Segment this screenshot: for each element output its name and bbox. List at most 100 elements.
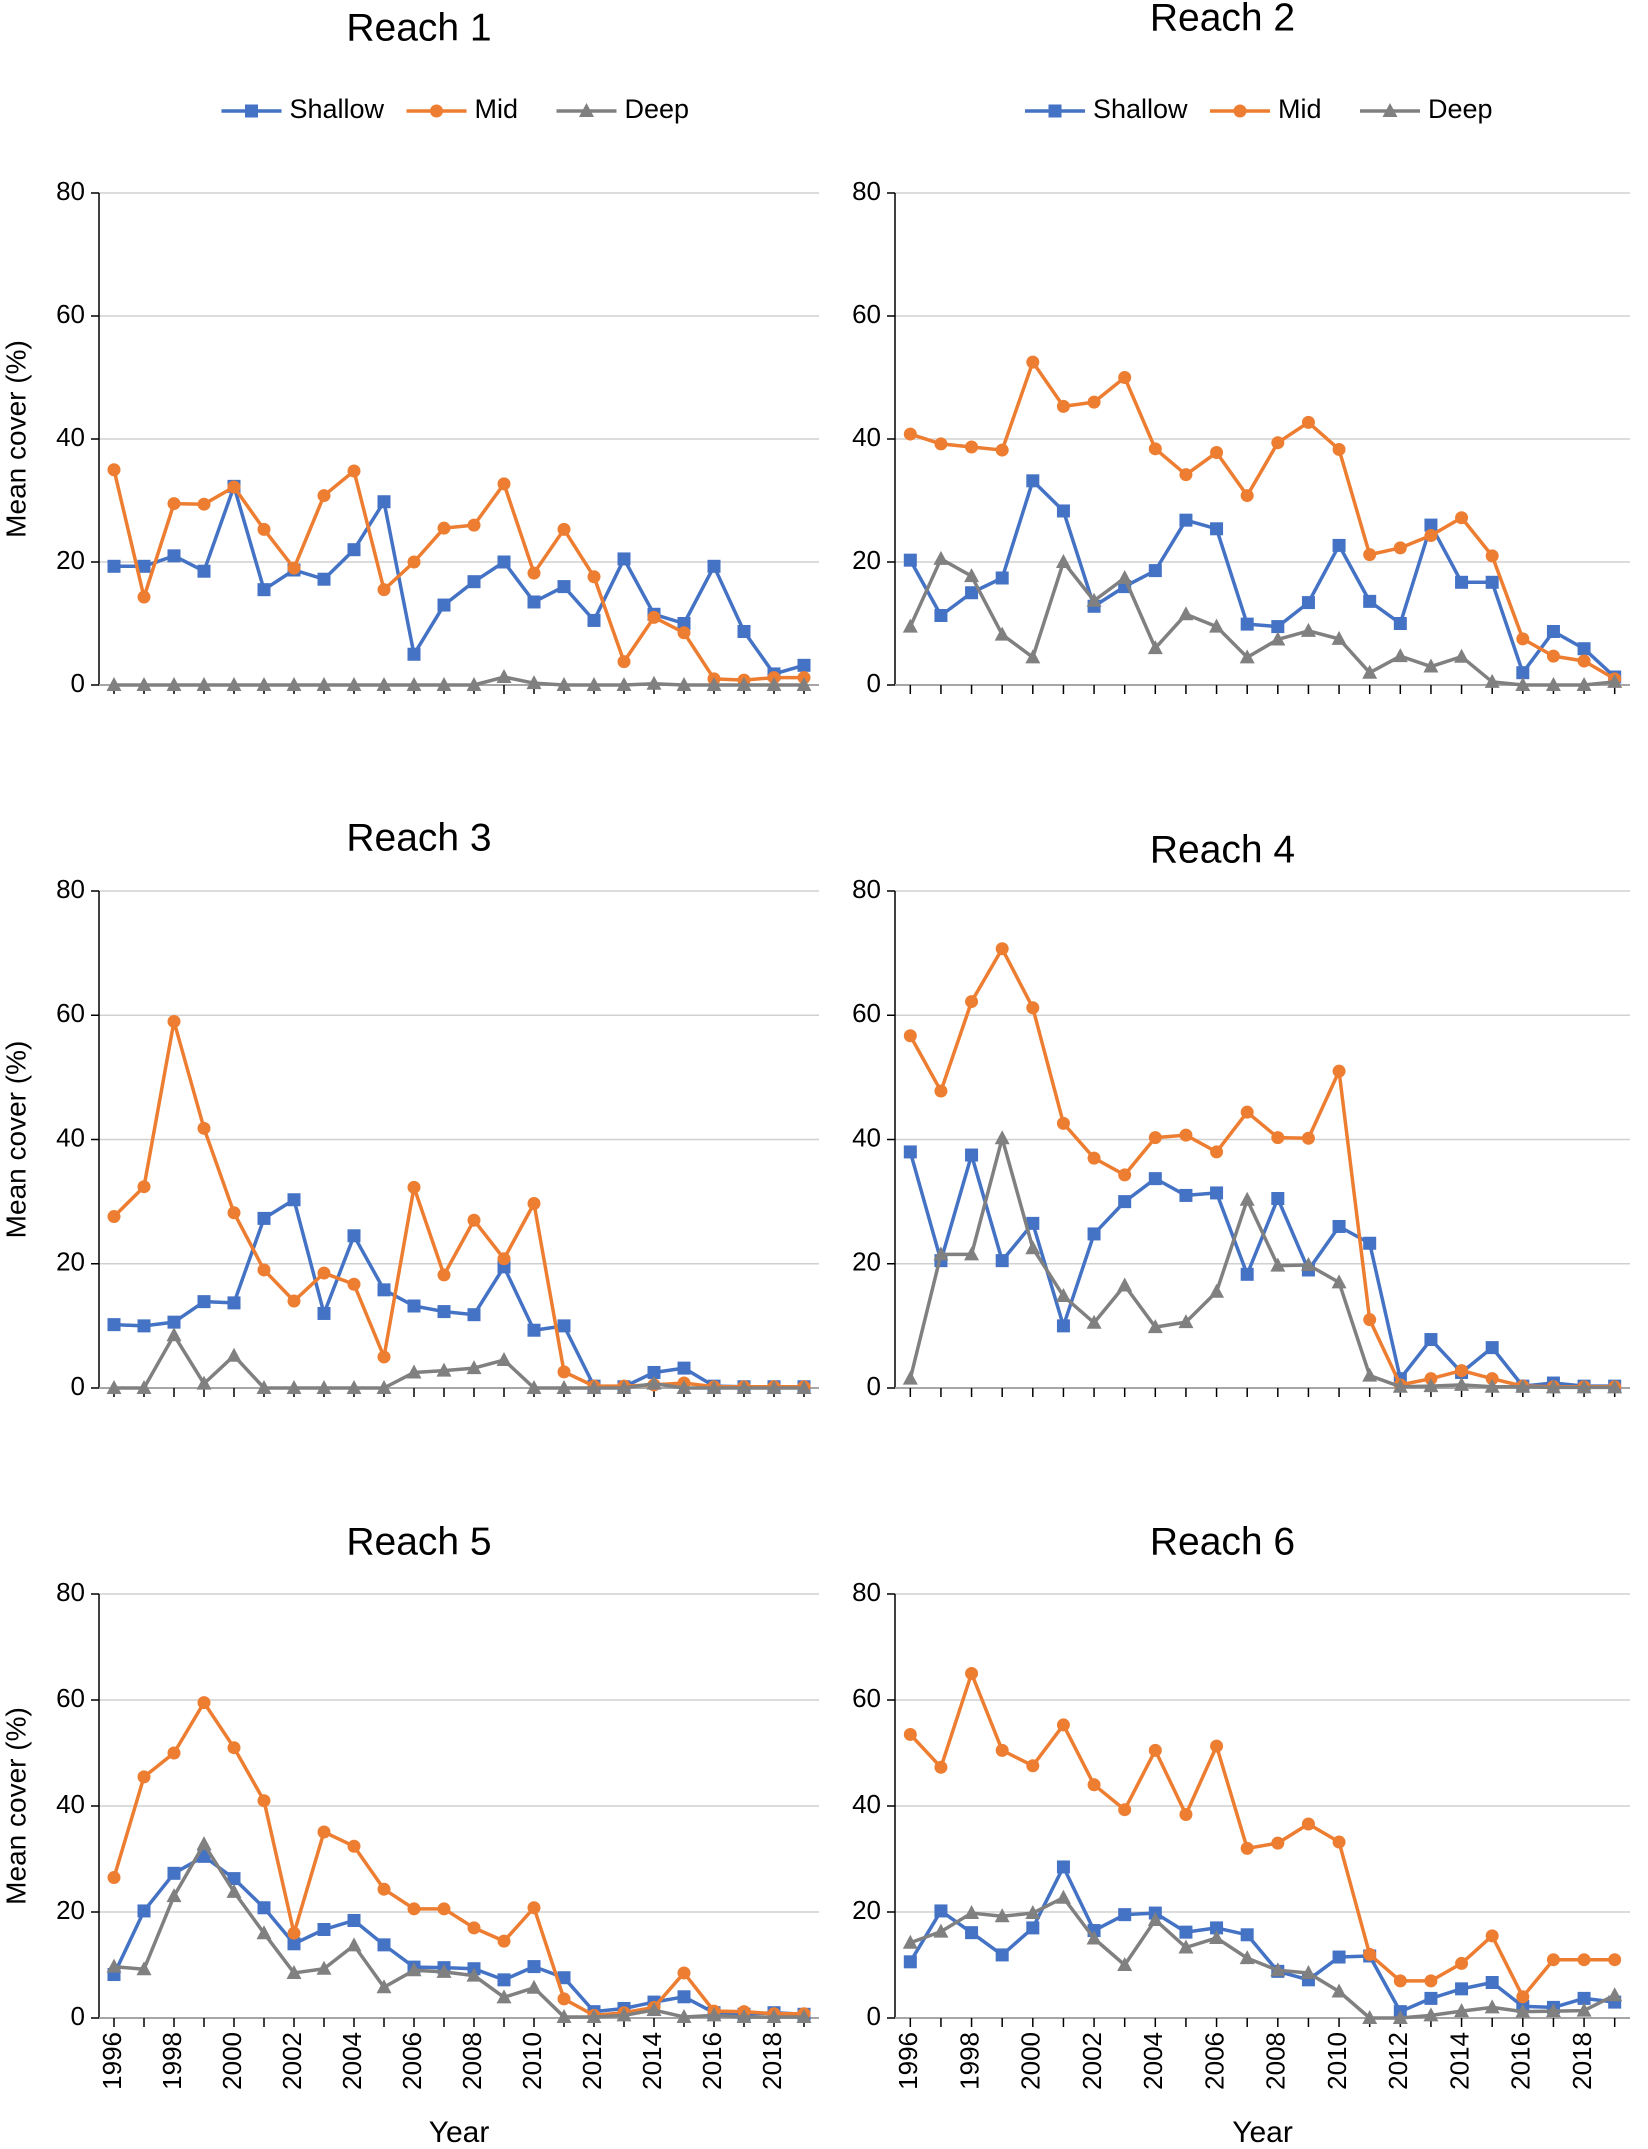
marker [136,1961,152,1976]
marker [1087,395,1101,409]
x-tick-label: 2012 [1383,2032,1413,2090]
chart-title: Reach 6 [1150,1520,1295,1563]
marker [437,1268,451,1282]
marker [934,1904,948,1918]
marker [1515,1378,1531,1393]
marker [1455,575,1469,589]
y-axis-label: Mean cover (%) [0,1041,31,1239]
y-tick-label: 80 [852,874,881,904]
marker [1026,1001,1040,1015]
marker [467,1213,481,1227]
marker [933,1246,949,1261]
marker [903,1727,917,1741]
y-tick-label: 80 [852,1577,881,1607]
marker [1025,1905,1041,1920]
marker [436,1963,452,1978]
y-tick-label: 40 [852,422,881,452]
marker [1424,529,1438,543]
legend-label: Shallow [290,94,385,124]
marker [197,1121,211,1135]
marker [377,1283,391,1297]
marker [1423,1378,1439,1393]
marker [287,561,301,575]
marker [1577,642,1591,656]
y-tick-label: 20 [852,545,881,575]
y-tick-label: 40 [56,1789,85,1819]
marker [1087,1227,1101,1241]
marker [1056,1116,1070,1130]
marker [646,675,662,690]
marker [1117,569,1133,584]
marker [707,559,721,573]
marker [197,564,211,578]
marker [1301,415,1315,429]
marker [1485,549,1499,563]
marker [406,677,422,691]
marker [227,480,241,494]
marker [1239,1950,1255,1965]
marker [1056,399,1070,413]
y-tick-label: 0 [71,1371,85,1401]
y-tick-label: 0 [867,2001,881,2031]
marker [1026,1921,1040,1935]
marker [467,1921,481,1935]
y-tick-label: 0 [867,1371,881,1401]
marker [1607,673,1623,688]
marker [377,495,391,509]
marker [965,586,979,600]
marker [1392,2010,1408,2024]
marker [226,1883,242,1898]
marker [1209,1929,1225,1944]
y-tick-label: 40 [852,1122,881,1152]
marker [1239,649,1255,664]
marker [376,677,392,691]
marker [137,1904,151,1918]
marker [1233,104,1247,118]
marker [677,617,691,630]
marker [1455,1956,1469,1970]
marker [1576,1379,1592,1394]
marker [586,2008,602,2023]
marker [1179,513,1193,527]
series-line [112,1019,804,1389]
marker [226,1347,242,1362]
marker [1178,606,1194,621]
marker [257,1794,271,1808]
marker [106,1380,122,1394]
panel: Reach 4 0 20 40 60 80 [852,828,1630,1401]
marker [1026,1216,1040,1230]
marker [1392,1378,1408,1393]
marker [995,443,1009,457]
marker [994,1908,1010,1923]
marker [964,1905,980,1920]
marker [1393,617,1407,630]
marker [1210,446,1224,460]
marker [1545,2003,1561,2018]
marker [256,1380,272,1394]
marker [1118,371,1132,384]
legend-item: Mid [1210,94,1322,124]
marker [167,1315,181,1329]
marker [1577,1991,1591,2005]
marker [1454,648,1470,663]
y-tick-label: 60 [852,998,881,1028]
marker [227,1296,241,1310]
marker [586,677,602,691]
panel: Reach 3 0 20 40 60 80 Mean cover (%) [0,816,819,1401]
marker [994,1130,1010,1145]
marker [437,1902,451,1916]
marker [1148,1172,1162,1186]
x-tick-label: 1998 [157,2032,187,2090]
marker [1240,1267,1254,1281]
marker [1332,538,1346,552]
marker [257,522,271,536]
series-line [112,1854,805,2017]
marker [1454,1376,1470,1391]
marker [586,1380,602,1394]
marker [965,1148,979,1162]
marker [676,1380,692,1394]
marker [677,1361,691,1375]
marker [1240,1105,1254,1119]
marker [677,626,691,640]
marker [737,624,751,638]
